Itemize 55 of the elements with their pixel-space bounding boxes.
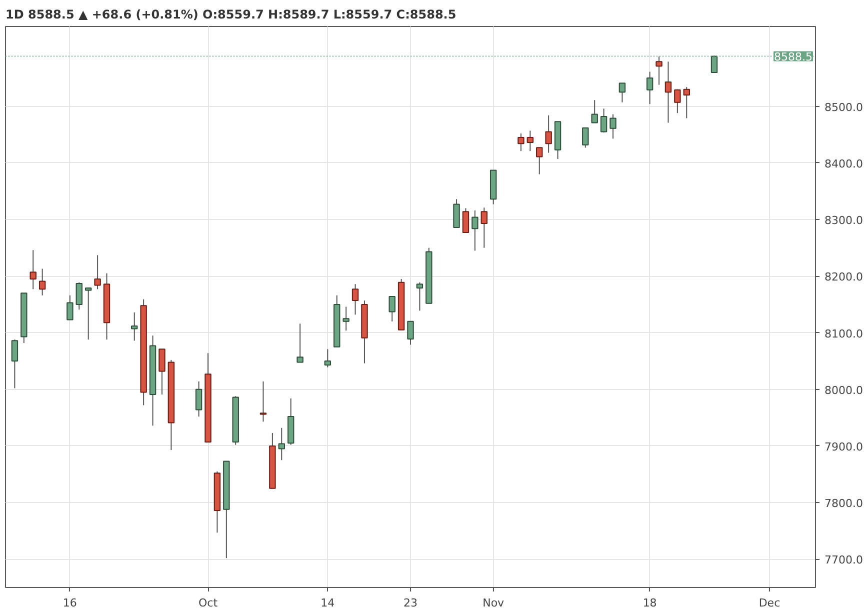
candlestick — [342, 306, 350, 331]
y-tick-label: 7800.0 — [824, 497, 863, 510]
y-tick-label: 8300.0 — [824, 214, 863, 228]
candlestick — [296, 323, 304, 363]
y-tick-label: 8400.0 — [824, 157, 863, 170]
y-tick-label: 8200.0 — [824, 270, 863, 284]
x-tick-label: 18 — [642, 596, 657, 610]
candlestick — [11, 339, 18, 389]
candlestick — [30, 250, 36, 290]
x-tick-label: 16 — [62, 596, 77, 610]
candlestick — [683, 86, 690, 119]
candlestick — [518, 132, 524, 152]
y-tick-label: 7900.0 — [824, 440, 863, 454]
candlestick — [94, 254, 101, 290]
candlestick — [618, 82, 626, 103]
candlestick — [84, 286, 92, 340]
candlestick — [591, 100, 598, 124]
x-tick-label: 14 — [320, 596, 335, 610]
y-tick-label: 8500.0 — [824, 100, 863, 114]
candlestick — [158, 348, 166, 395]
candlestick — [260, 380, 267, 422]
candlestick — [610, 114, 616, 140]
candlestick — [76, 282, 82, 310]
candlestick — [66, 294, 74, 320]
candlestick — [453, 198, 460, 228]
x-tick-label: Dec — [758, 596, 780, 610]
candlestick — [388, 296, 396, 322]
x-tick-label: Nov — [482, 596, 505, 610]
candlestick — [600, 108, 608, 133]
candlestick — [278, 427, 285, 461]
candlestick — [462, 208, 470, 234]
candlestick — [674, 88, 681, 114]
candlestick — [526, 130, 534, 152]
x-tick-label: Oct — [198, 596, 218, 610]
candlestick — [324, 348, 332, 368]
ref-line-label: 8588.5 — [774, 50, 813, 64]
candlestick — [646, 71, 654, 105]
candlestick — [656, 56, 662, 86]
candlestick — [38, 268, 46, 296]
candlestick — [195, 380, 202, 418]
candlestick — [352, 284, 359, 316]
candlestick — [536, 147, 543, 175]
x-tick-label: 23 — [404, 596, 418, 610]
candlestick — [472, 210, 478, 252]
candlestick — [480, 207, 488, 248]
candlestick — [582, 127, 589, 148]
candlestick — [131, 312, 138, 342]
candlestick — [407, 320, 414, 346]
candlestick — [416, 282, 424, 312]
candlestick — [664, 61, 672, 124]
y-tick-label: 8000.0 — [824, 384, 863, 397]
y-tick-label: 8100.0 — [824, 327, 863, 340]
y-tick-label: 7700.0 — [824, 554, 863, 567]
chart-title: 1D 8588.5 ▲ +68.6 (+0.81%) O:8559.7 H:8589.7 L:8559.7 C:8588.5 — [6, 8, 456, 22]
candlestick — [545, 114, 552, 154]
